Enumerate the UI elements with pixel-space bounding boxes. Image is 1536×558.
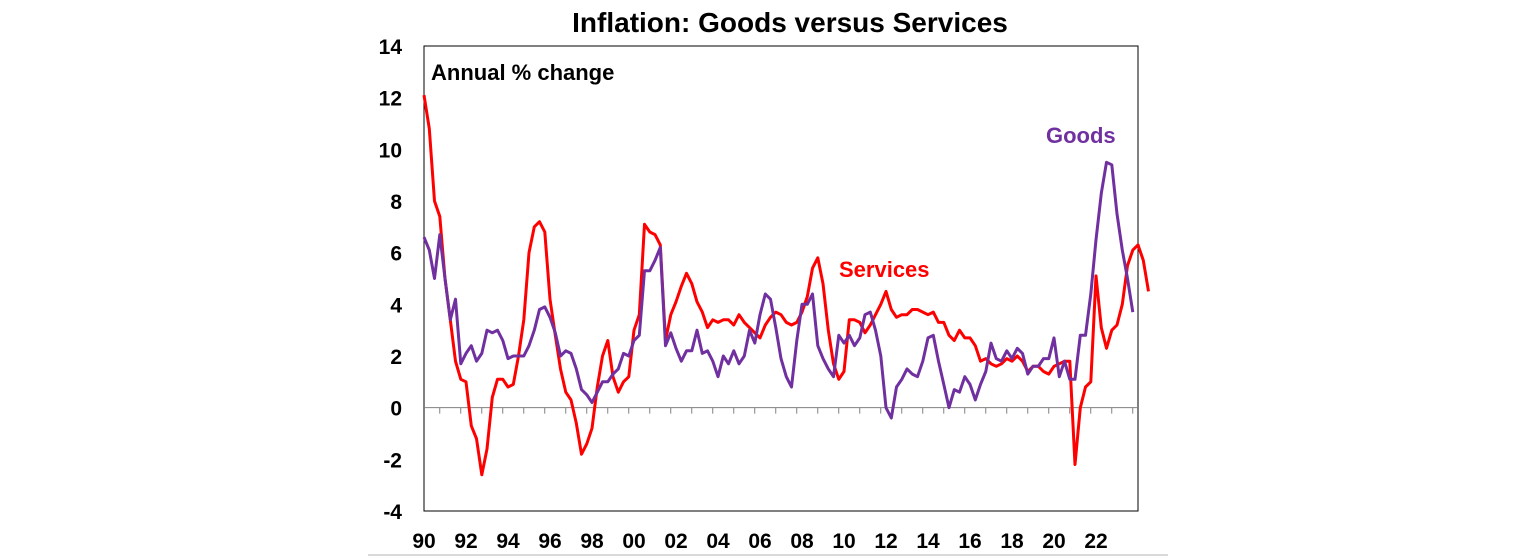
y-tick-label: 2	[390, 346, 402, 369]
x-tick-label: 02	[664, 530, 687, 553]
x-tick-label: 98	[580, 530, 604, 553]
x-tick-label: 00	[622, 530, 645, 553]
x-tick-label: 04	[706, 530, 730, 553]
y-tick-label: 4	[390, 294, 402, 317]
y-tick-label: 6	[390, 243, 402, 266]
goods-series-label: Goods	[1046, 123, 1116, 148]
x-tick-label: 96	[538, 530, 561, 553]
y-tick-labels: -4 -2 0 2 4 6 8 10 12 14	[379, 36, 403, 524]
x-tick-label: 94	[496, 530, 520, 553]
x-tick-label: 20	[1042, 530, 1065, 553]
services-series-label: Services	[839, 257, 930, 282]
x-tick-label: 06	[748, 530, 771, 553]
x-tick-marks	[439, 407, 1134, 414]
x-tick-labels: 90 92 94 96 98 00 02 04 06 08 10 12 14 16 18 20 22	[412, 530, 1107, 553]
annual-change-annotation: Annual % change	[431, 60, 614, 85]
goods-series-line	[422, 160, 1135, 420]
x-tick-label: 14	[916, 530, 940, 553]
x-tick-label: 22	[1084, 530, 1107, 553]
x-tick-label: 08	[790, 530, 814, 553]
x-tick-label: 10	[832, 530, 855, 553]
x-tick-label: 90	[412, 530, 435, 553]
services-series-line	[422, 94, 1150, 477]
y-tick-label: 10	[379, 139, 402, 162]
x-tick-label: 92	[454, 530, 477, 553]
y-tick-label: -4	[383, 501, 402, 524]
plot-area-frame	[423, 45, 1139, 512]
x-tick-label: 18	[1000, 530, 1024, 553]
x-tick-label: 12	[874, 530, 897, 553]
y-tick-label: 8	[390, 191, 402, 214]
y-tick-label: 0	[390, 398, 402, 421]
x-tick-label: 16	[958, 530, 981, 553]
y-tick-label: 14	[379, 36, 403, 59]
chart-title: Inflation: Goods versus Services	[572, 7, 1008, 38]
y-tick-label: 12	[379, 88, 402, 111]
y-tick-label: -2	[383, 449, 402, 472]
